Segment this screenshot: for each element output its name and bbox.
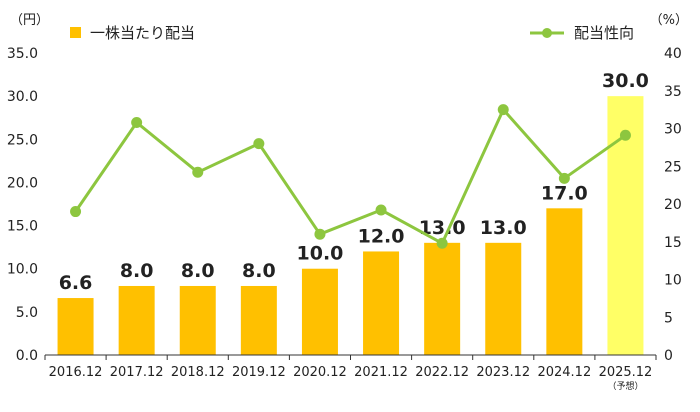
bar-value-label: 8.0 <box>120 260 154 282</box>
bar-value-label: 8.0 <box>242 260 276 282</box>
payout-ratio-point <box>192 166 204 178</box>
bar <box>118 285 155 355</box>
bar <box>363 251 400 355</box>
line-series <box>70 104 631 249</box>
right-tick-label: 35 <box>664 84 682 100</box>
bar-value-label: 13.0 <box>480 217 527 239</box>
bar <box>485 242 522 355</box>
left-tick-label: 10.0 <box>7 262 38 278</box>
x-tick-label: 2024.12 <box>537 365 591 380</box>
legend: 一株当たり配当 配当性向 <box>70 24 634 42</box>
payout-ratio-point <box>375 204 387 216</box>
right-tick-label: 5 <box>664 310 673 326</box>
bar-value-label: 8.0 <box>181 260 215 282</box>
bar <box>424 242 461 355</box>
left-tick-label: 35.0 <box>7 46 38 62</box>
left-axis-ticks: 0.0 5.0 10.0 15.0 20.0 25.0 30.0 35.0 <box>7 46 38 364</box>
bar-value-label: 6.6 <box>59 272 93 294</box>
x-tick-label: 2017.12 <box>110 365 164 380</box>
right-axis-ticks: 0 5 10 15 20 25 30 35 40 <box>664 46 682 364</box>
x-tick-label: 2023.12 <box>476 365 530 380</box>
legend-bar-label: 一株当たり配当 <box>90 24 195 42</box>
legend-line-label: 配当性向 <box>574 24 634 42</box>
x-tick-label: 2018.12 <box>171 365 225 380</box>
left-tick-label: 0.0 <box>16 348 38 364</box>
bar-value-label: 17.0 <box>541 182 588 204</box>
x-tick-label: 2016.12 <box>49 365 103 380</box>
bar-value-label: 13.0 <box>419 217 466 239</box>
bar <box>546 208 583 355</box>
bar-value-label: 12.0 <box>358 225 405 247</box>
x-tick-label: 2025.12 <box>599 365 653 380</box>
payout-ratio-point <box>497 104 509 116</box>
bar-value-label: 10.0 <box>297 243 344 265</box>
left-tick-label: 5.0 <box>16 305 38 321</box>
bar <box>301 268 338 355</box>
legend-line-marker <box>542 28 552 38</box>
right-tick-label: 0 <box>664 348 673 364</box>
payout-ratio-point <box>558 172 570 184</box>
bar-value-labels: 6.6 8.0 8.0 8.0 10.0 12.0 13.0 13.0 17.0 30.0 <box>59 70 649 294</box>
payout-ratio-point <box>131 116 143 128</box>
payout-ratio-point <box>253 138 265 150</box>
right-tick-label: 15 <box>664 235 682 251</box>
right-tick-label: 30 <box>664 122 682 138</box>
payout-ratio-line <box>74 108 627 245</box>
x-tick-label: 2022.12 <box>415 365 469 380</box>
right-tick-label: 10 <box>664 273 682 289</box>
payout-ratio-point <box>436 237 448 249</box>
x-axis-ticks: 2016.12 2017.12 2018.12 2019.12 2020.12 2021.… <box>44 355 657 392</box>
bar <box>240 285 277 355</box>
left-tick-label: 25.0 <box>7 132 38 148</box>
right-tick-label: 20 <box>664 197 682 213</box>
x-tick-note: （予想） <box>607 380 643 392</box>
left-tick-label: 30.0 <box>7 89 38 105</box>
right-axis-unit: （%） <box>650 13 688 28</box>
left-tick-label: 15.0 <box>7 219 38 235</box>
payout-ratio-point <box>619 129 631 141</box>
x-tick-label: 2020.12 <box>293 365 347 380</box>
left-axis-unit: （円） <box>10 13 49 28</box>
left-tick-label: 20.0 <box>7 175 38 191</box>
right-tick-label: 25 <box>664 159 682 175</box>
legend-bar-swatch <box>70 27 81 38</box>
payout-ratio-point <box>70 206 82 218</box>
bar-series <box>57 96 644 356</box>
x-tick-label: 2021.12 <box>354 365 408 380</box>
bar <box>57 298 94 355</box>
bar-value-label: 30.0 <box>602 70 649 92</box>
payout-ratio-point <box>314 228 326 240</box>
bar <box>179 285 216 355</box>
x-tick-label: 2019.12 <box>232 365 286 380</box>
right-tick-label: 40 <box>664 46 682 62</box>
